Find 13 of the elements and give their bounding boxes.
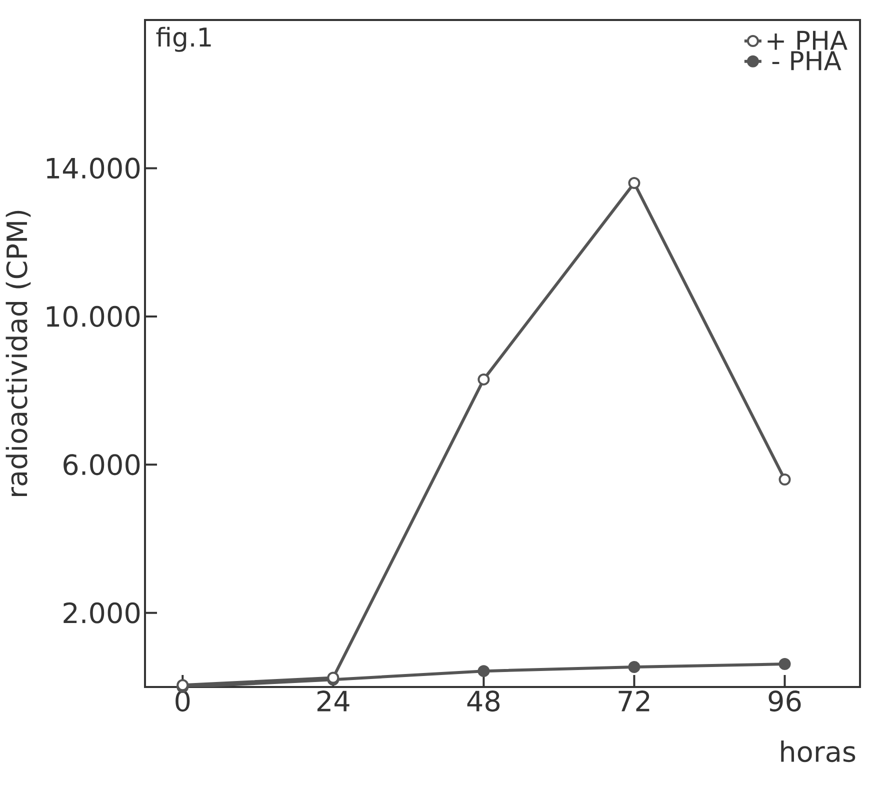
- y-tick-label: 2.000: [64, 602, 140, 624]
- y-tick-label: 6.000: [64, 454, 140, 476]
- x-tick-label: 24: [317, 690, 350, 712]
- x-tick-label: 96: [768, 690, 801, 712]
- legend-label: - PHA: [772, 51, 842, 70]
- x-axis-title: horas: [781, 740, 856, 762]
- annotation: fig.1: [156, 26, 211, 52]
- legend-label: + PHA: [768, 30, 848, 50]
- y-tick-label: 14.000: [46, 158, 140, 179]
- x-tick-label: 48: [467, 690, 500, 712]
- y-tick-label: 10.000: [46, 306, 140, 327]
- x-tick-label: 72: [618, 690, 650, 712]
- y-axis-title: radioactividad (CPM): [6, 210, 31, 496]
